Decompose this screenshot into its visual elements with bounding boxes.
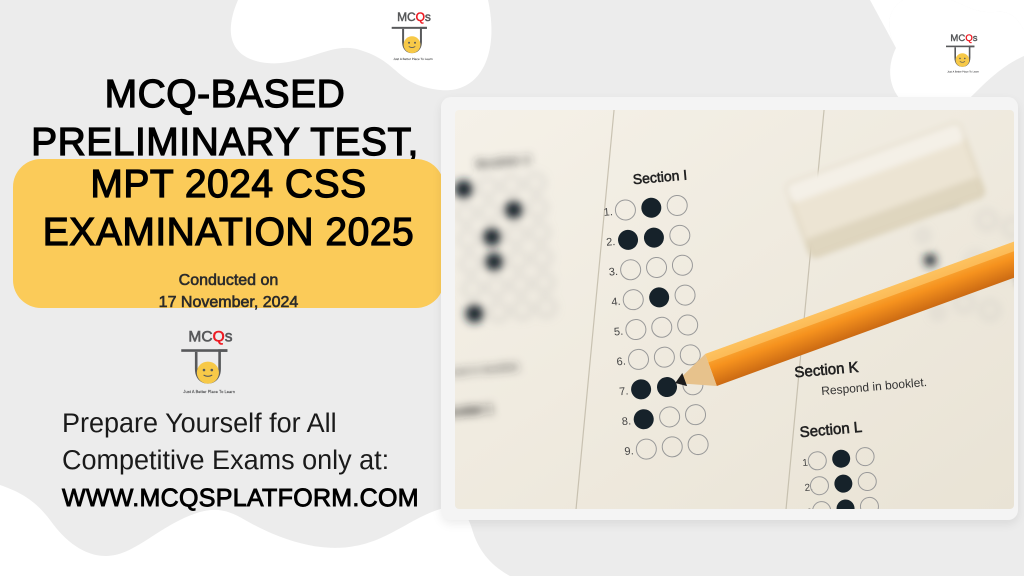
- svg-text:5.: 5.: [614, 326, 624, 339]
- svg-text:1.: 1.: [802, 457, 811, 469]
- svg-text:8.: 8.: [621, 415, 631, 428]
- svg-text:2.: 2.: [804, 482, 813, 494]
- svg-text:2.: 2.: [606, 236, 616, 249]
- svg-text:7.: 7.: [619, 385, 629, 398]
- svg-text:4.: 4.: [611, 296, 621, 309]
- svg-text:6.: 6.: [616, 356, 626, 369]
- svg-text:1.: 1.: [603, 206, 613, 219]
- svg-text:3.: 3.: [806, 507, 815, 509]
- svg-text:9.: 9.: [624, 445, 634, 458]
- svg-text:3.: 3.: [608, 266, 618, 279]
